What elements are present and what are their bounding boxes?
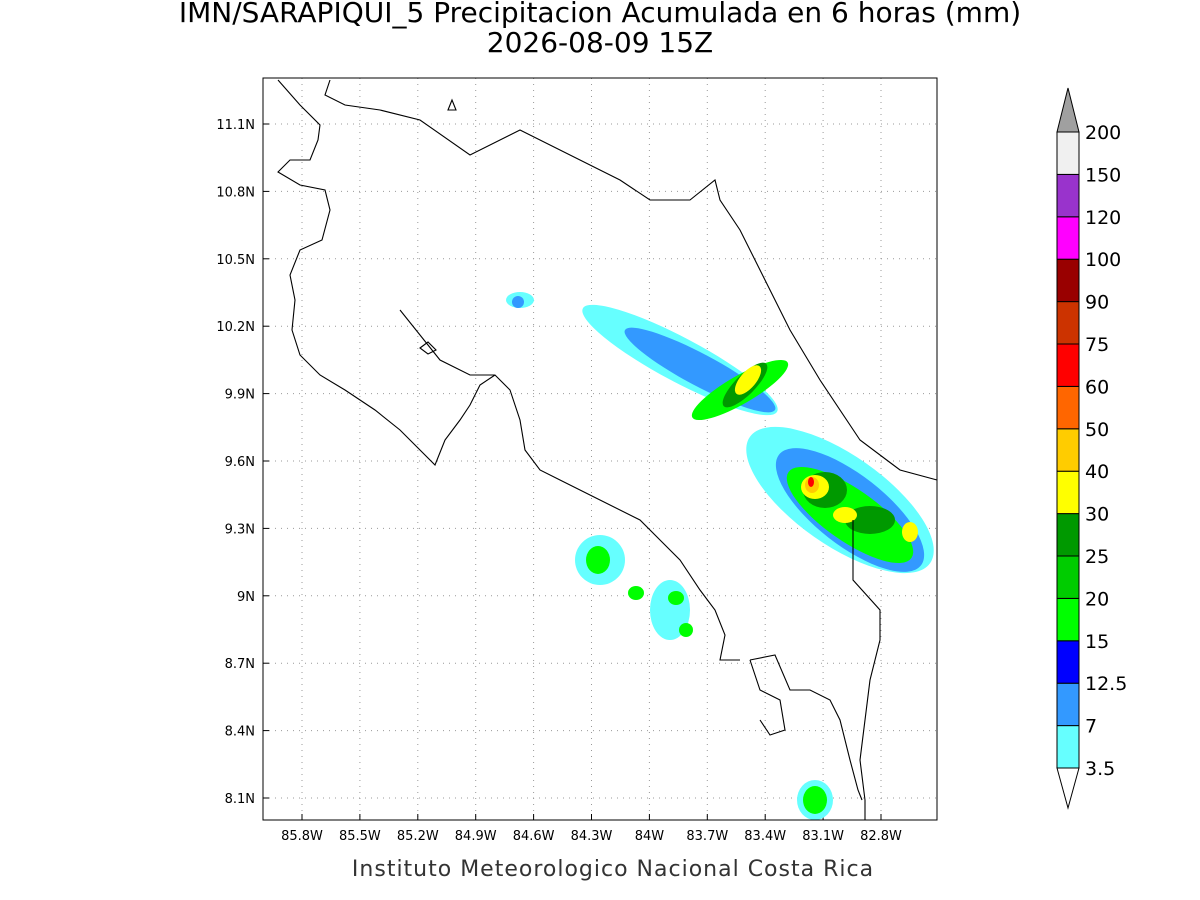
colorbar-segment xyxy=(1056,513,1080,557)
lat-label: 9.9N xyxy=(225,388,255,403)
lat-label: 9.6N xyxy=(225,455,255,470)
colorbar-label: 3.5 xyxy=(1085,758,1115,780)
lon-label: 82.8W xyxy=(860,829,902,844)
lon-label: 83.1W xyxy=(802,829,844,844)
title: IMN/SARAPIQUI_5 Precipitacion Acumulada … xyxy=(179,0,1021,29)
colorbar-label: 12.5 xyxy=(1085,673,1127,695)
lat-label: 9.3N xyxy=(225,522,255,537)
lon-label: 84.6W xyxy=(513,829,555,844)
lat-label: 10.8N xyxy=(216,185,255,200)
colorbar-segment xyxy=(1056,301,1080,345)
coastline xyxy=(277,79,938,820)
colorbar-under xyxy=(1056,767,1080,810)
colorbar-segment xyxy=(1056,428,1080,472)
colorbar-segment xyxy=(1056,682,1080,727)
colorbar-segment xyxy=(1056,597,1080,642)
colorbar-label: 200 xyxy=(1085,122,1121,144)
lon-label: 84.9W xyxy=(455,829,497,844)
colorbar-label: 100 xyxy=(1085,249,1121,271)
grid xyxy=(263,78,937,820)
colorbar-segment xyxy=(1056,343,1080,387)
colorbar-label: 15 xyxy=(1085,631,1109,653)
map-frame xyxy=(262,77,938,821)
lat-label: 11.1N xyxy=(216,118,255,133)
colorbar-label: 150 xyxy=(1085,164,1121,186)
colorbar-label: 30 xyxy=(1085,504,1109,526)
lon-label: 85.2W xyxy=(397,829,439,844)
colorbar-segment xyxy=(1056,725,1080,769)
lat-label: 10.2N xyxy=(216,320,255,335)
colorbar-label: 90 xyxy=(1085,292,1109,314)
colorbar-segment xyxy=(1056,131,1080,175)
lat-label: 10.5N xyxy=(216,253,255,268)
colorbar-segment xyxy=(1056,216,1080,260)
subtitle: 2026-08-09 15Z xyxy=(487,26,713,59)
colorbar-segment xyxy=(1056,470,1080,515)
colorbar-label: 40 xyxy=(1085,461,1109,483)
colorbar-label: 60 xyxy=(1085,376,1109,398)
colorbar-label: 25 xyxy=(1085,546,1109,568)
colorbar-segment xyxy=(1056,258,1080,303)
colorbar-segment xyxy=(1056,555,1080,599)
footer: Instituto Meteorologico Nacional Costa R… xyxy=(352,857,874,882)
colorbar-label: 7 xyxy=(1085,716,1097,738)
colorbar-segment xyxy=(1056,640,1080,684)
colorbar-over xyxy=(1056,87,1080,133)
lon-label: 83.7W xyxy=(686,829,728,844)
lon-label: 85.5W xyxy=(339,829,381,844)
lat-label: 8.7N xyxy=(225,657,255,672)
colorbar-label: 50 xyxy=(1085,419,1109,441)
colorbar-label: 75 xyxy=(1085,334,1109,356)
colorbar: 3.5 7 12.5 15 20 25 30 40 50 60 75 90 100 120 150 200 xyxy=(1056,87,1127,810)
lon-label: 83.4W xyxy=(744,829,786,844)
lon-label: 84.3W xyxy=(571,829,613,844)
colorbar-segment xyxy=(1056,173,1080,218)
precipitation xyxy=(506,292,934,820)
lon-label: 85.8W xyxy=(281,829,323,844)
colorbar-label: 20 xyxy=(1085,588,1109,610)
colorbar-segment xyxy=(1056,385,1080,430)
lat-label: 8.4N xyxy=(225,725,255,740)
colorbar-label: 120 xyxy=(1085,207,1121,229)
lat-label: 9N xyxy=(237,590,255,605)
lon-label: 84W xyxy=(635,829,665,844)
lat-label: 8.1N xyxy=(225,792,255,807)
